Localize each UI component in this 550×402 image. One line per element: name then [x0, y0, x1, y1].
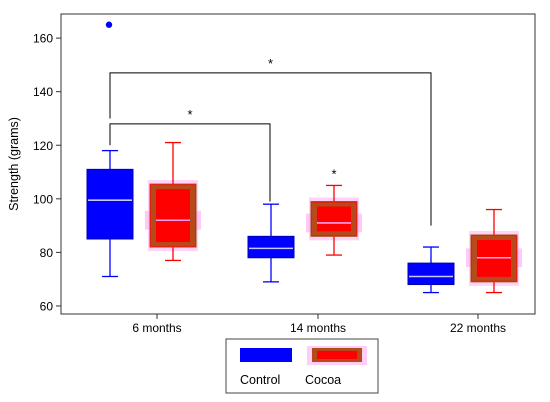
legend-swatch-core [317, 351, 357, 359]
box-band-right [511, 235, 516, 281]
box-band-top [472, 235, 516, 240]
box-band-top [312, 202, 356, 207]
legend: Control Cocoa [225, 338, 379, 394]
y-tick-label: 100 [33, 192, 53, 206]
box-body [407, 262, 455, 286]
box-band-right [190, 185, 195, 247]
significance-annotations: * * * [109, 56, 432, 226]
box-cocoa-0 [145, 141, 201, 262]
box-band-left [151, 185, 156, 247]
box-cocoa-2 [466, 208, 522, 294]
significance-star: * [187, 107, 192, 122]
box-core [157, 190, 189, 242]
box-band-left [472, 235, 477, 281]
y-axis-label: Strength (grams) [7, 117, 21, 211]
box-band-left [312, 202, 317, 236]
box-band-bottom [151, 242, 195, 247]
y-axis: 60 80 100 120 140 160 [33, 32, 61, 313]
legend-swatch-control [240, 348, 292, 362]
y-tick-label: 60 [40, 299, 54, 313]
box-control-2 [407, 246, 455, 294]
significance-star: * [268, 56, 273, 71]
box-band-right [351, 202, 356, 236]
y-tick-label: 160 [33, 32, 53, 46]
series-cocoa [145, 141, 522, 294]
legend-label-cocoa: Cocoa [305, 373, 341, 387]
box-core [318, 207, 350, 231]
box-control-0 [86, 21, 134, 278]
box-body [247, 235, 295, 259]
x-axis: 6 months 14 months 22 months [132, 314, 506, 335]
outlier-point [105, 21, 113, 28]
box-band-bottom [312, 231, 356, 236]
significance-star: * [331, 167, 336, 182]
y-tick-label: 120 [33, 139, 53, 153]
series-control [86, 21, 455, 294]
y-tick-label: 80 [40, 246, 54, 260]
y-tick-label: 140 [33, 85, 53, 99]
box-band-bottom [472, 276, 516, 281]
plot-area-frame [60, 13, 536, 315]
box-body [86, 168, 134, 240]
box-series [86, 21, 522, 294]
box-band-top [151, 185, 195, 190]
legend-label-control: Control [240, 373, 280, 387]
significance-bracket [109, 72, 432, 226]
significance-bracket [109, 123, 271, 202]
x-tick-label: 22 months [450, 321, 506, 335]
x-tick-label: 6 months [132, 321, 181, 335]
box-control-1 [247, 203, 295, 283]
x-tick-label: 14 months [290, 321, 346, 335]
box-cocoa-1 [306, 184, 362, 256]
